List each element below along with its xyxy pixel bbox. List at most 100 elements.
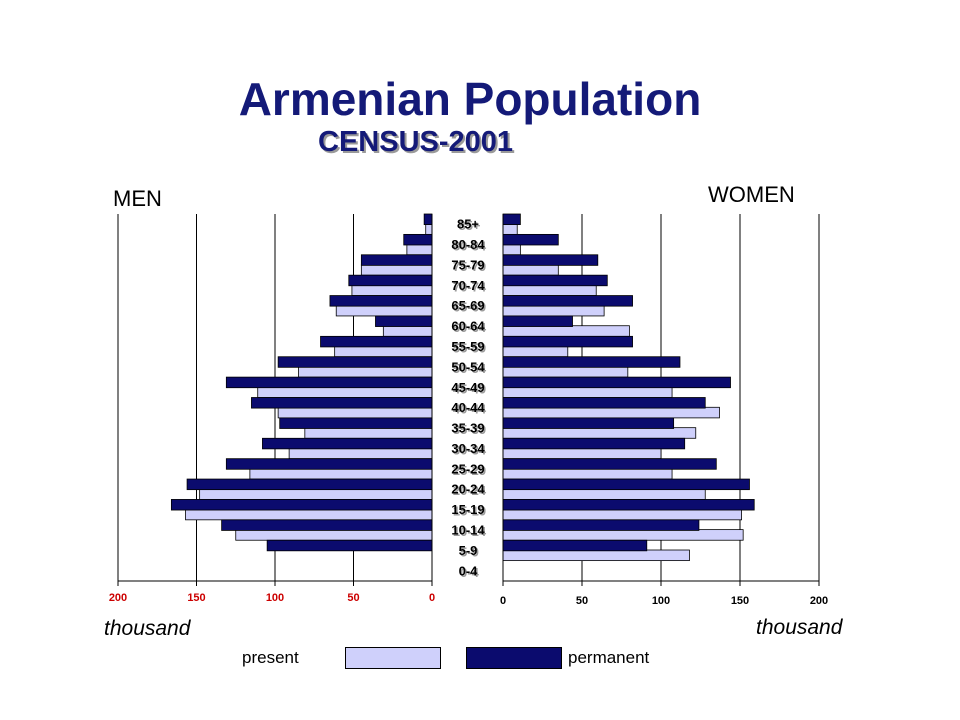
women-tick-label: 200 bbox=[810, 595, 828, 607]
women-present-bar bbox=[502, 223, 518, 235]
women-permanent-bar bbox=[502, 335, 633, 348]
men-tick-label: 150 bbox=[187, 592, 205, 604]
women-permanent-bar bbox=[502, 499, 755, 511]
men-tick-label: 50 bbox=[347, 592, 359, 604]
men-permanent-bar bbox=[423, 213, 433, 226]
men-permanent-bar bbox=[277, 356, 433, 368]
age-group-label: 15-19 bbox=[451, 502, 484, 517]
age-group-label: 50-54 bbox=[451, 359, 485, 374]
legend-present-swatch bbox=[345, 647, 441, 669]
women-present-bar bbox=[502, 345, 569, 358]
men-present-bar bbox=[298, 366, 433, 378]
women-permanent-bar bbox=[502, 478, 750, 491]
men-present-bar bbox=[351, 284, 433, 296]
men-unit-label: thousand bbox=[104, 617, 191, 640]
women-present-bar bbox=[502, 488, 706, 500]
age-group-label-shadow: 5-9 bbox=[460, 544, 479, 559]
men-present-bar bbox=[335, 304, 433, 317]
men-tick-label: 0 bbox=[429, 592, 435, 604]
women-present-bar bbox=[502, 529, 744, 541]
men-permanent-bar bbox=[329, 295, 433, 307]
men-label: MEN bbox=[113, 186, 162, 211]
age-group-label-shadow: 80-84 bbox=[453, 239, 487, 254]
women-permanent-bar bbox=[502, 376, 731, 389]
women-present-bar bbox=[502, 386, 673, 398]
men-permanent-bar bbox=[262, 437, 433, 450]
men-tick-label: 200 bbox=[109, 592, 127, 604]
age-group-label: 35-39 bbox=[451, 421, 484, 436]
women-permanent-bar bbox=[502, 417, 675, 429]
age-group-label: 5-9 bbox=[459, 543, 478, 558]
men-present-bar bbox=[334, 345, 433, 358]
age-group-label: 25-29 bbox=[451, 461, 484, 476]
men-permanent-bar bbox=[320, 335, 433, 348]
age-group-label-shadow: 40-44 bbox=[453, 402, 487, 417]
women-tick-label: 50 bbox=[576, 595, 588, 607]
women-permanent-bar bbox=[502, 458, 717, 470]
women-present-bar bbox=[502, 264, 559, 276]
men-permanent-bar bbox=[266, 539, 433, 552]
men-permanent-bar bbox=[360, 254, 433, 266]
women-tick-label: 150 bbox=[731, 595, 749, 607]
age-group-label: 65-69 bbox=[451, 298, 484, 313]
age-group-label-shadow: 30-34 bbox=[453, 442, 487, 457]
women-present-bar bbox=[502, 366, 629, 378]
men-permanent-bar bbox=[186, 478, 433, 491]
men-permanent-bar bbox=[251, 397, 433, 409]
women-present-bar bbox=[502, 549, 690, 562]
age-group-label-shadow: 50-54 bbox=[453, 361, 487, 376]
age-group-label: 75-79 bbox=[451, 257, 484, 272]
legend-present-label: present bbox=[242, 648, 299, 667]
women-permanent-bar bbox=[502, 274, 608, 287]
age-group-label-shadow: 75-79 bbox=[453, 259, 486, 274]
age-group-label-shadow: 15-19 bbox=[453, 504, 486, 519]
age-group-label-shadow: 35-39 bbox=[453, 422, 486, 437]
age-group-label-shadow: 10-14 bbox=[453, 524, 487, 539]
men-permanent-bar bbox=[279, 417, 433, 429]
women-present-bar bbox=[502, 406, 720, 419]
men-permanent-bar bbox=[375, 315, 433, 327]
men-present-bar bbox=[277, 406, 433, 419]
men-present-bar bbox=[288, 447, 433, 460]
age-group-label: 0-4 bbox=[459, 563, 479, 578]
age-group-label-shadow: 20-24 bbox=[453, 483, 487, 498]
women-present-bar bbox=[502, 468, 673, 480]
age-group-label-shadow: 70-74 bbox=[453, 279, 487, 294]
men-present-bar bbox=[406, 243, 433, 256]
women-permanent-bar bbox=[502, 397, 706, 409]
age-group-label: 10-14 bbox=[451, 523, 485, 538]
men-present-bar bbox=[235, 529, 433, 541]
men-permanent-bar bbox=[221, 519, 433, 531]
women-permanent-bar bbox=[502, 356, 681, 368]
age-group-label: 45-49 bbox=[451, 380, 484, 395]
legend-permanent-swatch bbox=[466, 647, 562, 669]
age-group-label-shadow: 45-49 bbox=[453, 381, 486, 396]
women-permanent-bar bbox=[502, 295, 633, 307]
women-present-bar bbox=[502, 325, 630, 337]
age-group-label: 85+ bbox=[457, 217, 479, 232]
men-permanent-bar bbox=[170, 499, 433, 511]
men-present-bar bbox=[304, 427, 433, 439]
age-group-label-shadow: 55-59 bbox=[453, 341, 486, 356]
women-label: WOMEN bbox=[708, 182, 795, 207]
women-tick-label: 100 bbox=[652, 595, 670, 607]
chart-title: Armenian Population bbox=[238, 73, 702, 125]
age-group-label: 30-34 bbox=[451, 441, 485, 456]
women-present-bar bbox=[502, 447, 662, 460]
age-group-label: 40-44 bbox=[451, 400, 485, 415]
age-group-label: 60-64 bbox=[451, 319, 485, 334]
women-permanent-bar bbox=[502, 519, 700, 531]
age-group-label: 20-24 bbox=[451, 482, 485, 497]
women-present-bar bbox=[502, 427, 697, 439]
men-present-bar bbox=[257, 386, 433, 398]
age-group-label-shadow: 85+ bbox=[458, 218, 480, 233]
age-group-label-shadow: 25-29 bbox=[453, 463, 486, 478]
women-permanent-bar bbox=[502, 233, 559, 246]
women-present-bar bbox=[502, 508, 742, 521]
women-present-bar bbox=[502, 243, 521, 256]
men-permanent-bar bbox=[225, 376, 433, 389]
men-present-bar bbox=[185, 508, 433, 521]
women-present-bar bbox=[502, 284, 597, 296]
women-permanent-bar bbox=[502, 254, 599, 266]
